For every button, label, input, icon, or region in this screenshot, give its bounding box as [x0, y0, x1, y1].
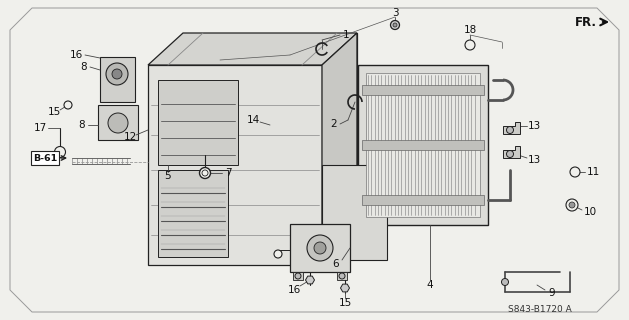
- Text: 10: 10: [584, 207, 596, 217]
- Circle shape: [108, 113, 128, 133]
- Circle shape: [501, 278, 508, 285]
- Text: 8: 8: [79, 120, 86, 130]
- Circle shape: [393, 23, 397, 27]
- Circle shape: [569, 202, 575, 208]
- Polygon shape: [148, 65, 322, 265]
- Circle shape: [112, 69, 122, 79]
- Circle shape: [307, 235, 333, 261]
- Text: 2: 2: [331, 119, 337, 129]
- Polygon shape: [322, 33, 357, 265]
- Circle shape: [391, 20, 399, 29]
- Text: 9: 9: [548, 288, 555, 298]
- Text: 13: 13: [527, 121, 540, 131]
- Polygon shape: [322, 165, 387, 260]
- Polygon shape: [366, 73, 480, 217]
- Text: 12: 12: [123, 132, 136, 142]
- Text: 8: 8: [81, 62, 87, 72]
- Text: 13: 13: [527, 155, 540, 165]
- Text: 11: 11: [586, 167, 599, 177]
- Polygon shape: [340, 284, 350, 292]
- Circle shape: [274, 250, 282, 258]
- Polygon shape: [362, 85, 484, 95]
- Text: 15: 15: [47, 107, 60, 117]
- Circle shape: [106, 63, 128, 85]
- Polygon shape: [100, 57, 135, 102]
- Text: 5: 5: [165, 171, 171, 181]
- Polygon shape: [158, 170, 228, 257]
- Circle shape: [506, 126, 513, 133]
- Polygon shape: [362, 195, 484, 205]
- Text: 6: 6: [333, 259, 339, 269]
- Text: S843-B1720 A: S843-B1720 A: [508, 306, 572, 315]
- Text: B-61: B-61: [33, 154, 57, 163]
- Circle shape: [570, 167, 580, 177]
- Text: 17: 17: [33, 123, 47, 133]
- Text: 16: 16: [69, 50, 82, 60]
- Polygon shape: [362, 140, 484, 150]
- Circle shape: [566, 199, 578, 211]
- Text: 14: 14: [247, 115, 260, 125]
- Polygon shape: [306, 276, 314, 284]
- Circle shape: [339, 273, 345, 279]
- Polygon shape: [337, 272, 347, 280]
- Circle shape: [199, 167, 211, 179]
- Text: 7: 7: [225, 168, 231, 178]
- Text: 1: 1: [343, 30, 349, 40]
- Circle shape: [64, 101, 72, 109]
- Polygon shape: [503, 146, 520, 158]
- Text: 15: 15: [338, 298, 352, 308]
- Text: 3: 3: [392, 8, 398, 18]
- Text: 18: 18: [464, 25, 477, 35]
- Polygon shape: [293, 272, 303, 280]
- Polygon shape: [98, 105, 138, 140]
- Polygon shape: [358, 65, 488, 225]
- Circle shape: [465, 40, 475, 50]
- Circle shape: [314, 242, 326, 254]
- Polygon shape: [158, 80, 238, 165]
- Polygon shape: [290, 224, 350, 272]
- Circle shape: [506, 150, 513, 157]
- Circle shape: [295, 273, 301, 279]
- Polygon shape: [503, 122, 520, 134]
- Text: FR.: FR.: [575, 15, 597, 28]
- Polygon shape: [148, 33, 357, 65]
- Text: 16: 16: [287, 285, 301, 295]
- Circle shape: [55, 147, 65, 157]
- Text: 4: 4: [426, 280, 433, 290]
- Polygon shape: [10, 8, 619, 312]
